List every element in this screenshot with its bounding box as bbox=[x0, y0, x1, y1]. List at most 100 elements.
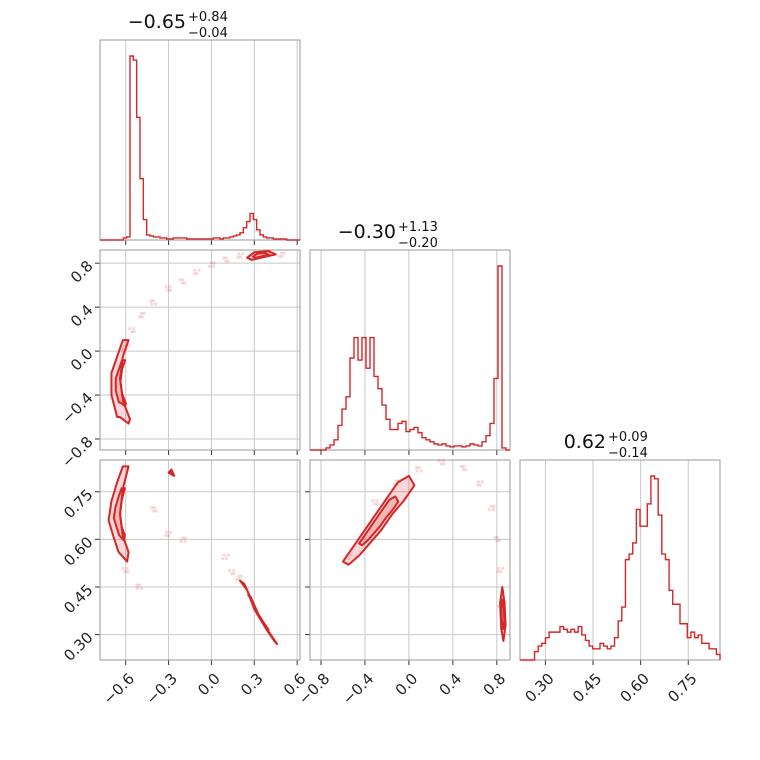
scatter-point bbox=[476, 479, 480, 484]
scatter-point bbox=[417, 465, 421, 470]
scatter-point bbox=[222, 256, 226, 260]
scatter-point bbox=[373, 502, 377, 506]
scatter-point bbox=[129, 330, 134, 334]
scatter-point bbox=[347, 556, 351, 561]
density-contour-inner bbox=[500, 598, 506, 631]
density-contour-inner bbox=[112, 487, 126, 542]
scatter-point bbox=[222, 553, 226, 557]
scatter-point bbox=[282, 251, 286, 255]
title-upper-error: +0.84 bbox=[188, 10, 228, 25]
scatter-point bbox=[127, 326, 132, 331]
density-contour-inner bbox=[247, 593, 270, 631]
scatter-point bbox=[154, 302, 158, 306]
scatter-point bbox=[224, 256, 228, 260]
scatter-point bbox=[132, 330, 136, 334]
scatter-point bbox=[168, 288, 173, 292]
scatter-point bbox=[166, 288, 170, 292]
panel-frame bbox=[519, 459, 721, 661]
scatter-point bbox=[164, 534, 168, 538]
scatter-point bbox=[224, 259, 228, 263]
scatter-point bbox=[181, 278, 185, 282]
histogram-line bbox=[520, 475, 721, 661]
scatter-point bbox=[491, 508, 495, 512]
scatter-point bbox=[419, 469, 423, 473]
x-tick-label: 0.75 bbox=[664, 670, 700, 706]
scatter-point bbox=[279, 251, 284, 255]
scatter-point bbox=[462, 464, 466, 468]
x-tick-label: 0.0 bbox=[194, 670, 224, 700]
scatter-point bbox=[478, 483, 482, 487]
title-upper-error: +1.13 bbox=[398, 220, 438, 235]
histogram-line bbox=[100, 55, 300, 241]
panel-frame bbox=[99, 39, 301, 241]
title-upper-error: +0.09 bbox=[608, 430, 648, 445]
scatter-point bbox=[131, 326, 136, 331]
scatter-point bbox=[493, 535, 497, 539]
scatter-point bbox=[231, 568, 236, 573]
scatter-point bbox=[164, 530, 169, 534]
y-tick-label: 0.4 bbox=[67, 301, 97, 331]
scatter-point bbox=[164, 285, 168, 289]
title-lower-error: −0.14 bbox=[608, 446, 648, 461]
histogram-panel-1: −0.30 +1.13−0.20 bbox=[309, 220, 511, 455]
scatter-point bbox=[459, 464, 463, 468]
panel-frame bbox=[99, 249, 301, 451]
panel-frame bbox=[99, 459, 301, 661]
x-tick-label: 0.8 bbox=[480, 670, 510, 700]
density-contour-inner bbox=[252, 251, 270, 259]
x-tick-label: 0.3 bbox=[237, 670, 267, 700]
density-panel-1-2 bbox=[305, 458, 511, 665]
scatter-point bbox=[154, 509, 158, 513]
histogram-line bbox=[310, 265, 510, 451]
scatter-point bbox=[495, 539, 499, 543]
scatter-point bbox=[439, 462, 443, 466]
scatter-point bbox=[139, 311, 144, 316]
x-tick-label: 0.4 bbox=[436, 670, 466, 700]
histogram-panel-0: −0.65 +0.84−0.04 bbox=[99, 10, 301, 245]
scatter-point bbox=[150, 302, 154, 306]
x-tick-label: 0.60 bbox=[617, 670, 653, 706]
y-tick-label: 0.75 bbox=[60, 486, 96, 522]
scatter-point bbox=[241, 252, 245, 256]
y-tick-label: 0.0 bbox=[67, 345, 97, 375]
scatter-point bbox=[237, 252, 241, 256]
scatter-point bbox=[495, 535, 500, 539]
scatter-point bbox=[168, 285, 172, 289]
scatter-point bbox=[224, 556, 228, 561]
scatter-point bbox=[150, 506, 154, 510]
scatter-point bbox=[178, 278, 182, 282]
scatter-point bbox=[277, 254, 282, 258]
scatter-point bbox=[239, 255, 243, 259]
scatter-point bbox=[227, 568, 232, 573]
scatter-point bbox=[183, 539, 187, 543]
scatter-point bbox=[137, 315, 142, 319]
scatter-point bbox=[122, 344, 126, 348]
scatter-point bbox=[137, 583, 141, 587]
x-tick-label: −0.6 bbox=[100, 670, 138, 708]
scatter-point bbox=[126, 570, 130, 574]
scatter-point bbox=[487, 508, 491, 512]
panel-frame bbox=[309, 249, 511, 451]
scatter-point bbox=[179, 539, 183, 543]
scatter-point bbox=[501, 566, 505, 571]
scatter-point bbox=[181, 536, 185, 540]
scatter-point bbox=[480, 479, 484, 484]
scatter-point bbox=[135, 586, 139, 590]
scatter-point bbox=[371, 499, 375, 503]
density-contour-inner bbox=[168, 469, 174, 476]
density-contour bbox=[110, 339, 131, 425]
scatter-point bbox=[152, 509, 156, 513]
scatter-point bbox=[235, 577, 239, 582]
scatter-point bbox=[461, 468, 465, 472]
scatter-point bbox=[476, 483, 480, 487]
scatter-point bbox=[226, 553, 230, 557]
title-lower-error: −0.04 bbox=[188, 26, 228, 41]
scatter-point bbox=[180, 281, 184, 285]
scatter-point bbox=[121, 566, 125, 571]
scatter-point bbox=[140, 315, 144, 319]
y-tick-label: 0.8 bbox=[67, 257, 97, 287]
scatter-point bbox=[375, 502, 379, 506]
scatter-point bbox=[226, 259, 230, 263]
scatter-point bbox=[492, 504, 496, 508]
